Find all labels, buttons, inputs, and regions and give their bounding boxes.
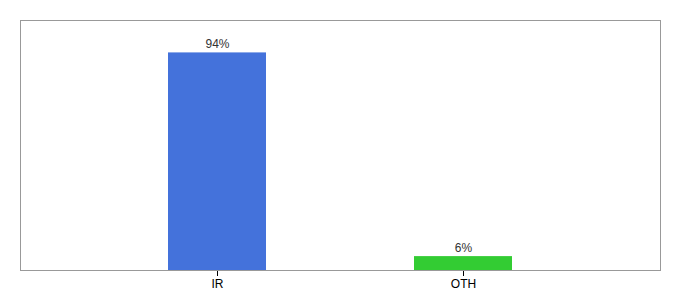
svg-text:6%: 6%: [455, 241, 473, 255]
svg-text:IR: IR: [212, 277, 224, 291]
svg-text:OTH: OTH: [451, 277, 476, 291]
svg-text:94%: 94%: [205, 37, 229, 51]
